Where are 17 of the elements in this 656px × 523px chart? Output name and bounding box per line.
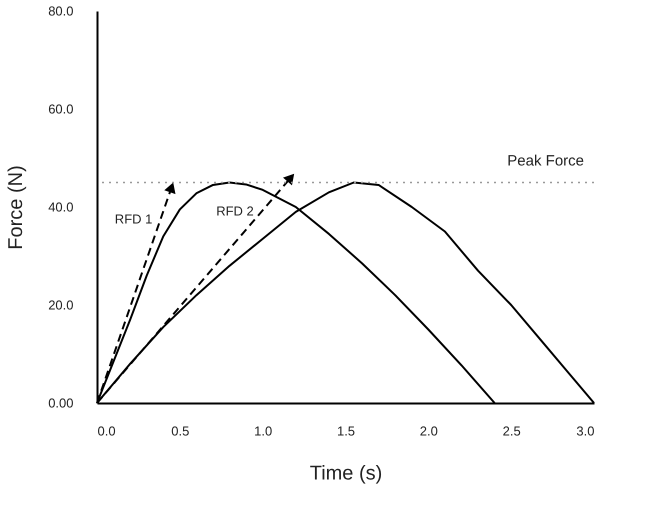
- y-tick-label: 80.0: [48, 4, 74, 18]
- x-tick-label: 2.5: [502, 424, 521, 438]
- y-axis-title: Force (N): [5, 165, 28, 250]
- y-tick-label: 60.0: [48, 102, 74, 116]
- x-tick-label: 1.0: [254, 424, 272, 438]
- x-tick-label: 0.5: [171, 424, 190, 438]
- y-tick-label: 40.0: [48, 200, 74, 214]
- x-tick-label: 0.0: [98, 424, 116, 438]
- ref-line-label: Peak Force: [507, 152, 584, 170]
- x-tick-label: 2.0: [420, 424, 438, 438]
- series-label: RFD 1: [114, 212, 152, 227]
- x-tick-label: 1.5: [336, 424, 356, 438]
- series-label: RFD 2: [216, 203, 254, 218]
- y-tick-label: 20.0: [48, 298, 74, 312]
- x-axis-title: Time (s): [310, 462, 382, 484]
- y-tick-label: 0.00: [48, 396, 74, 410]
- x-tick-label: 3.0: [576, 424, 594, 438]
